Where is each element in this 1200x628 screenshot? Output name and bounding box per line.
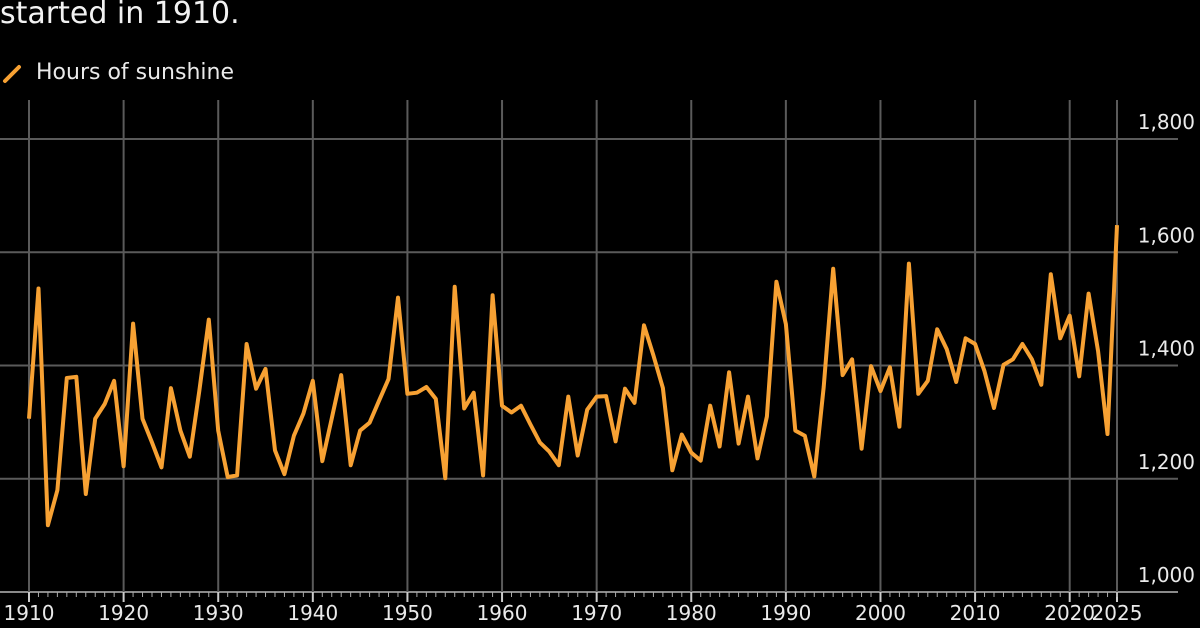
x-tick-label: 2010 — [950, 601, 1001, 625]
y-tick-label: 1,800 — [1138, 110, 1195, 134]
legend-label: Hours of sunshine — [36, 60, 234, 85]
x-tick-label: 2020 — [1044, 601, 1095, 625]
x-tick-label: 1980 — [666, 601, 717, 625]
x-tick-label: 1930 — [193, 601, 244, 625]
y-tick-label: 1,200 — [1138, 450, 1195, 474]
x-tick-label: 1920 — [98, 601, 149, 625]
x-tick-label: 1950 — [382, 601, 433, 625]
y-tick-label: 1,600 — [1138, 223, 1195, 247]
x-tick-label: 1960 — [477, 601, 528, 625]
chart-subtitle: started in 1910. — [0, 0, 240, 31]
legend: Hours of sunshine — [2, 60, 234, 85]
x-tick-label: 2000 — [855, 601, 906, 625]
x-tick-label: 1970 — [571, 601, 622, 625]
y-tick-label: 1,000 — [1138, 563, 1195, 587]
y-tick-label: 1,400 — [1138, 337, 1195, 361]
x-tick-label: 1910 — [4, 601, 55, 625]
series-line-hours-of-sunshine — [27, 225, 1119, 528]
legend-line-icon — [3, 64, 21, 83]
x-tick-label: 1990 — [760, 601, 811, 625]
x-tick-label: 1940 — [287, 601, 338, 625]
x-tick-label: 2025 — [1092, 601, 1143, 625]
